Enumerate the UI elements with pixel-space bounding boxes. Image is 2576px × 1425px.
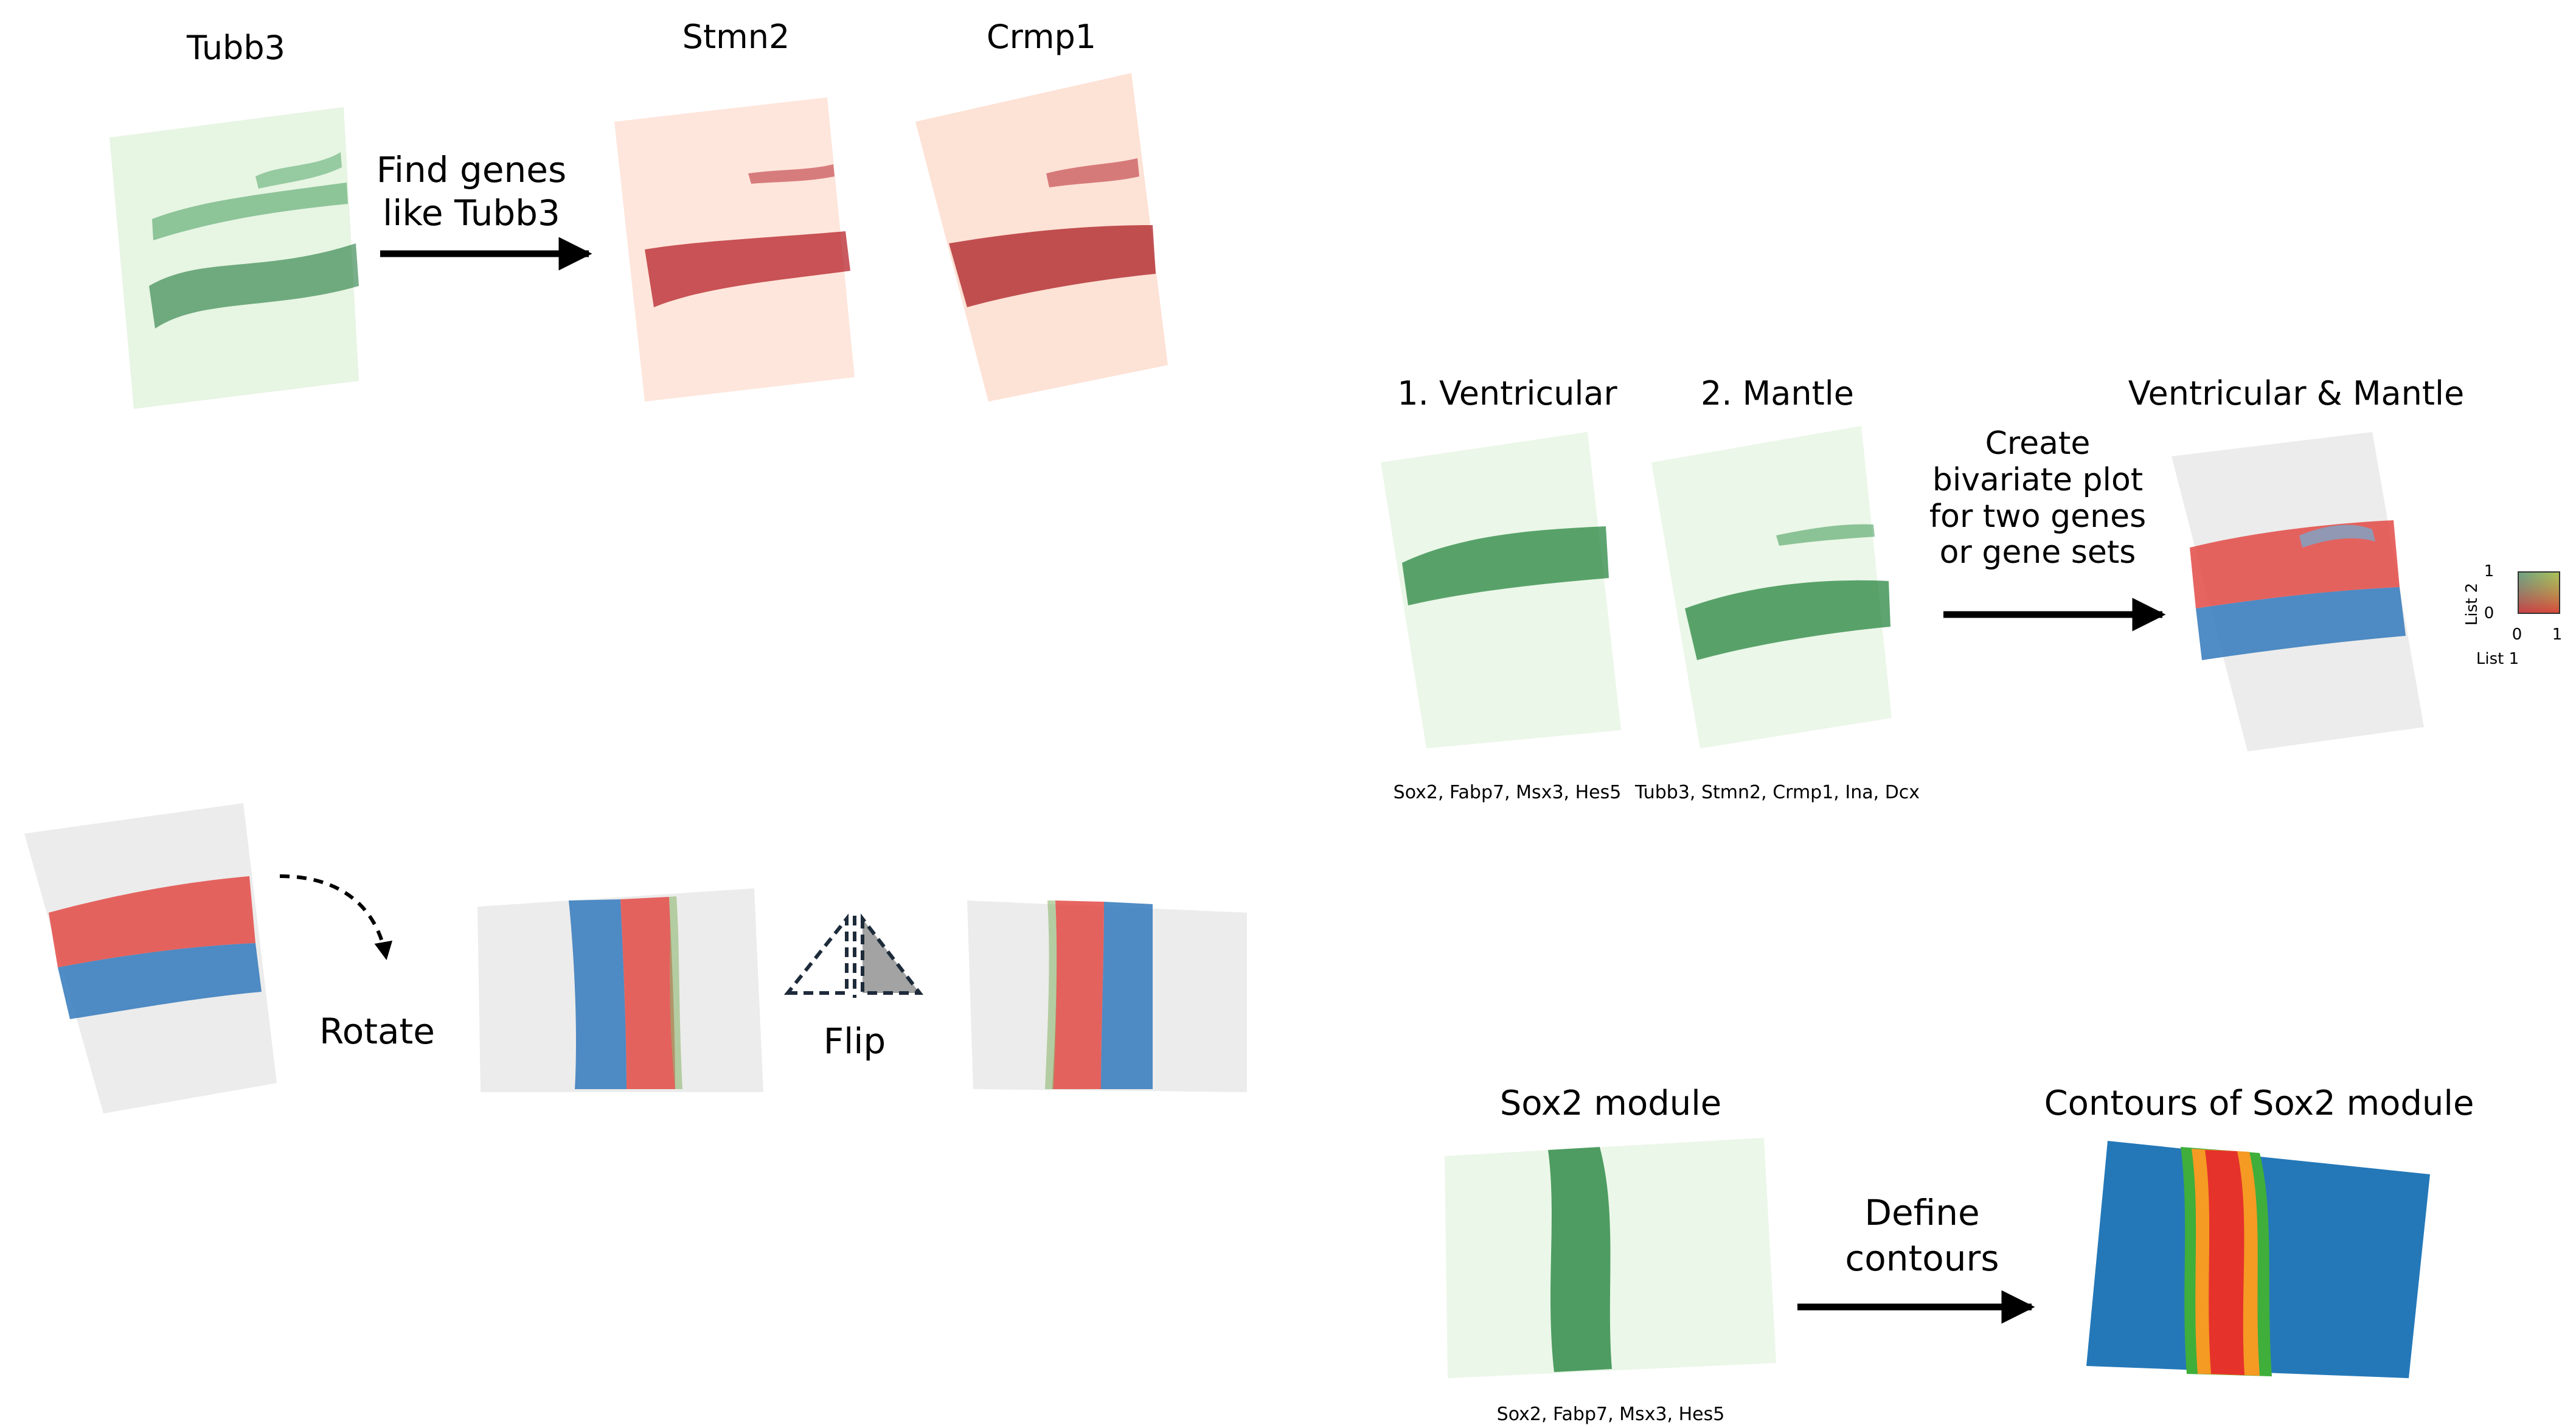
ventricular-mantle-title: Ventricular & Mantle [2128, 374, 2465, 413]
create-bivariate-label: Create bivariate plot for two genes or g… [1929, 425, 2147, 571]
rotate-label: Rotate [319, 1011, 435, 1052]
flip-label: Flip [823, 1020, 886, 1062]
bivariate-legend [2518, 571, 2560, 614]
flip-icon [783, 913, 924, 998]
define-contours-label: Define contours [1845, 1192, 1999, 1280]
stmn2-tissue [614, 97, 855, 402]
ventricular-title: 1. Ventricular [1397, 374, 1617, 413]
sox2-module-genes: Sox2, Fabp7, Msx3, Hes5 [1496, 1404, 1725, 1425]
stmn2-title: Stmn2 [682, 18, 790, 56]
rotate-arrow [279, 874, 393, 960]
contours-title: Contours of Sox2 module [2044, 1084, 2474, 1123]
tubb3-tissue [109, 107, 359, 409]
legend-x-tick-0: 0 [2512, 625, 2522, 644]
mantle-title: 2. Mantle [1701, 374, 1854, 413]
sox2-module-title: Sox2 module [1499, 1084, 1722, 1123]
ventricular-tissue [1381, 432, 1621, 748]
legend-y-tick-1: 1 [2484, 562, 2494, 580]
bivariate-tissue [2172, 432, 2424, 751]
crmp1-tissue [915, 73, 1168, 402]
find-genes-label: Find genes like Tubb3 [376, 149, 567, 234]
contours-tissue [2086, 1141, 2430, 1378]
flipped-tissue [967, 901, 1247, 1092]
mantle-genes: Tubb3, Stmn2, Crmp1, Ina, Dcx [1634, 782, 1920, 803]
mantle-tissue [1651, 426, 1892, 748]
rotated-tissue [477, 888, 763, 1092]
rotate-source-tissue [24, 803, 277, 1113]
ventricular-genes: Sox2, Fabp7, Msx3, Hes5 [1393, 782, 1622, 803]
sox2-module-tissue [1445, 1138, 1776, 1378]
crmp1-title: Crmp1 [986, 18, 1097, 56]
legend-y-tick-0: 0 [2484, 604, 2494, 622]
legend-x-label: List 1 [2476, 650, 2519, 668]
legend-x-tick-1: 1 [2552, 625, 2563, 644]
tubb3-title: Tubb3 [187, 29, 285, 67]
